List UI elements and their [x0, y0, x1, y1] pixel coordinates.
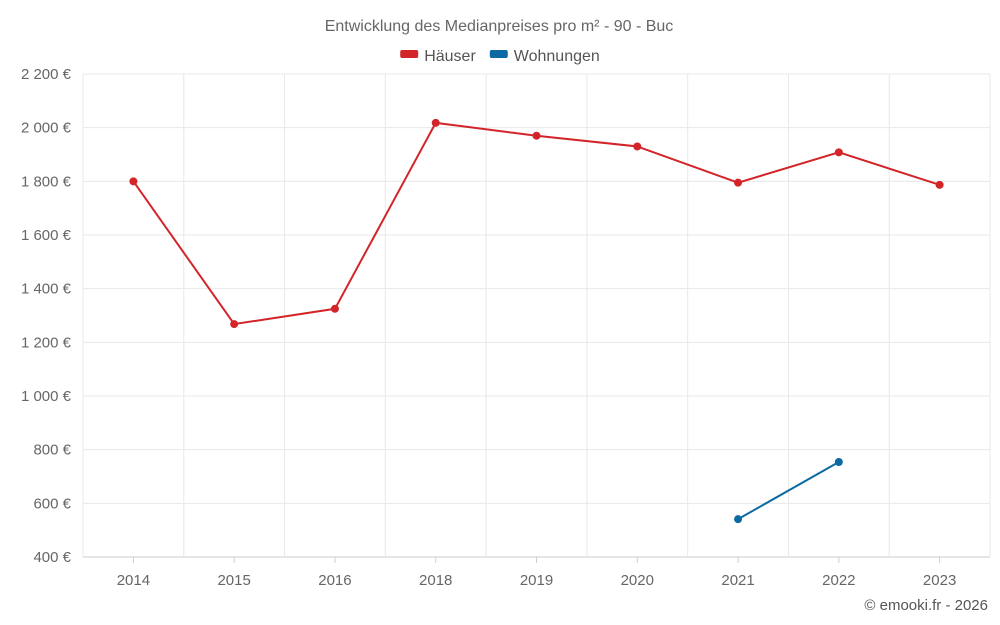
y-tick-label: 1 400 € [21, 281, 72, 298]
x-tick-label: 2014 [117, 572, 150, 589]
legend-label: Häuser [424, 48, 476, 65]
x-tick-label: 2020 [621, 572, 654, 589]
y-tick-label: 400 € [33, 549, 71, 566]
data-point[interactable] [734, 178, 743, 187]
y-tick-label: 1 600 € [21, 227, 72, 244]
data-point[interactable] [935, 180, 944, 189]
data-point[interactable] [230, 320, 239, 329]
series-line [737, 461, 840, 521]
y-tick-label: 800 € [33, 442, 71, 459]
grid [82, 73, 991, 558]
x-tick-label: 2015 [217, 572, 250, 589]
data-point[interactable] [834, 148, 843, 157]
data-point[interactable] [532, 131, 541, 140]
legend-label: Wohnungen [514, 48, 600, 65]
chart-title: Entwicklung des Medianpreises pro m² - 9… [325, 18, 674, 35]
legend[interactable]: Häuser Wohnungen [400, 48, 600, 65]
y-tick-label: 1 000 € [21, 388, 72, 405]
series-wohnungen [734, 458, 843, 524]
data-point[interactable] [633, 142, 642, 151]
x-tick-label: 2019 [520, 572, 553, 589]
y-tick-label: 2 200 € [21, 66, 72, 83]
legend-item-häuser[interactable]: Häuser [400, 48, 476, 65]
y-tick-label: 600 € [33, 495, 71, 512]
data-point[interactable] [834, 458, 843, 467]
x-tick-label: 2023 [923, 572, 956, 589]
legend-swatch [400, 50, 419, 58]
credit-text: © emooki.fr - 2026 [864, 597, 988, 614]
series-häuser [129, 118, 944, 329]
series-layer [129, 118, 944, 524]
x-tick-label: 2021 [721, 572, 754, 589]
data-point[interactable] [734, 515, 743, 524]
y-axis: 400 € 600 € 800 € 1 000 € 1 200 € 1 400 € 1 60… [21, 66, 72, 566]
data-point[interactable] [129, 177, 138, 186]
x-tick-label: 2022 [822, 572, 855, 589]
y-tick-label: 1 200 € [21, 334, 72, 351]
legend-item-wohnungen[interactable]: Wohnungen [489, 48, 600, 65]
x-axis: 2014 2015 2016 2018 2019 2020 2021 2022 2023 [117, 557, 956, 589]
x-tick-label: 2018 [419, 572, 452, 589]
y-tick-label: 1 800 € [21, 173, 72, 190]
legend-swatch [489, 50, 508, 58]
x-tick-label: 2016 [318, 572, 351, 589]
y-tick-label: 2 000 € [21, 120, 72, 137]
data-point[interactable] [431, 118, 440, 127]
series-line [132, 121, 940, 326]
data-point[interactable] [330, 304, 339, 313]
